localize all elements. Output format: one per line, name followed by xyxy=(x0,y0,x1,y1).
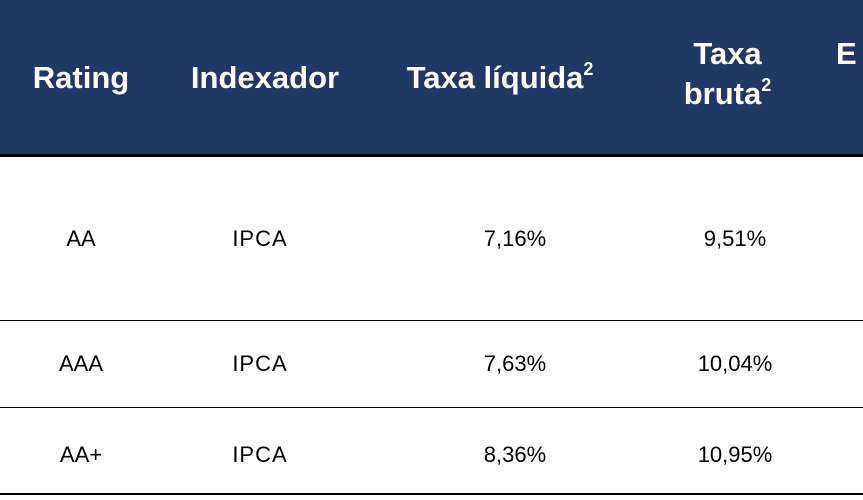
header-divider xyxy=(0,154,863,157)
cell-rating: AAA xyxy=(58,351,104,376)
row-divider xyxy=(0,320,863,321)
cell-taxa-liquida: 7,63% xyxy=(483,351,547,376)
cell-taxa-liquida: 7,16% xyxy=(483,226,547,251)
cell-taxa-bruta: 10,04% xyxy=(697,351,773,376)
header-taxa-bruta-line2: bruta2 xyxy=(665,74,790,114)
cell-taxa-liquida: 8,36% xyxy=(483,442,547,467)
header-indexador: Indexador xyxy=(190,60,340,95)
header-rating: Rating xyxy=(32,60,130,95)
cell-indexador: IPCA xyxy=(232,351,288,376)
table-bottom-rule xyxy=(0,493,863,495)
cell-rating: AA+ xyxy=(59,442,103,467)
cell-taxa-bruta: 10,95% xyxy=(697,442,773,467)
cell-indexador: IPCA xyxy=(232,226,288,251)
row-divider xyxy=(0,407,863,408)
header-taxa-liquida-label: Taxa líquida xyxy=(406,60,584,95)
cell-indexador: IPCA xyxy=(232,442,288,467)
cell-taxa-bruta: 9,51% xyxy=(703,226,767,251)
header-taxa-bruta-label: bruta xyxy=(683,76,762,111)
header-partial-column: E xyxy=(836,36,857,71)
header-taxa-bruta: Taxa bruta2 xyxy=(665,34,790,114)
header-taxa-liquida: Taxa líquida2 xyxy=(380,58,620,98)
header-taxa-liquida-note: 2 xyxy=(583,58,594,79)
header-taxa-bruta-note: 2 xyxy=(761,74,772,95)
table-header: Rating Indexador Taxa líquida2 Taxa brut… xyxy=(0,0,863,154)
header-taxa-bruta-line1: Taxa xyxy=(693,36,762,71)
cell-rating: AA xyxy=(66,226,96,251)
